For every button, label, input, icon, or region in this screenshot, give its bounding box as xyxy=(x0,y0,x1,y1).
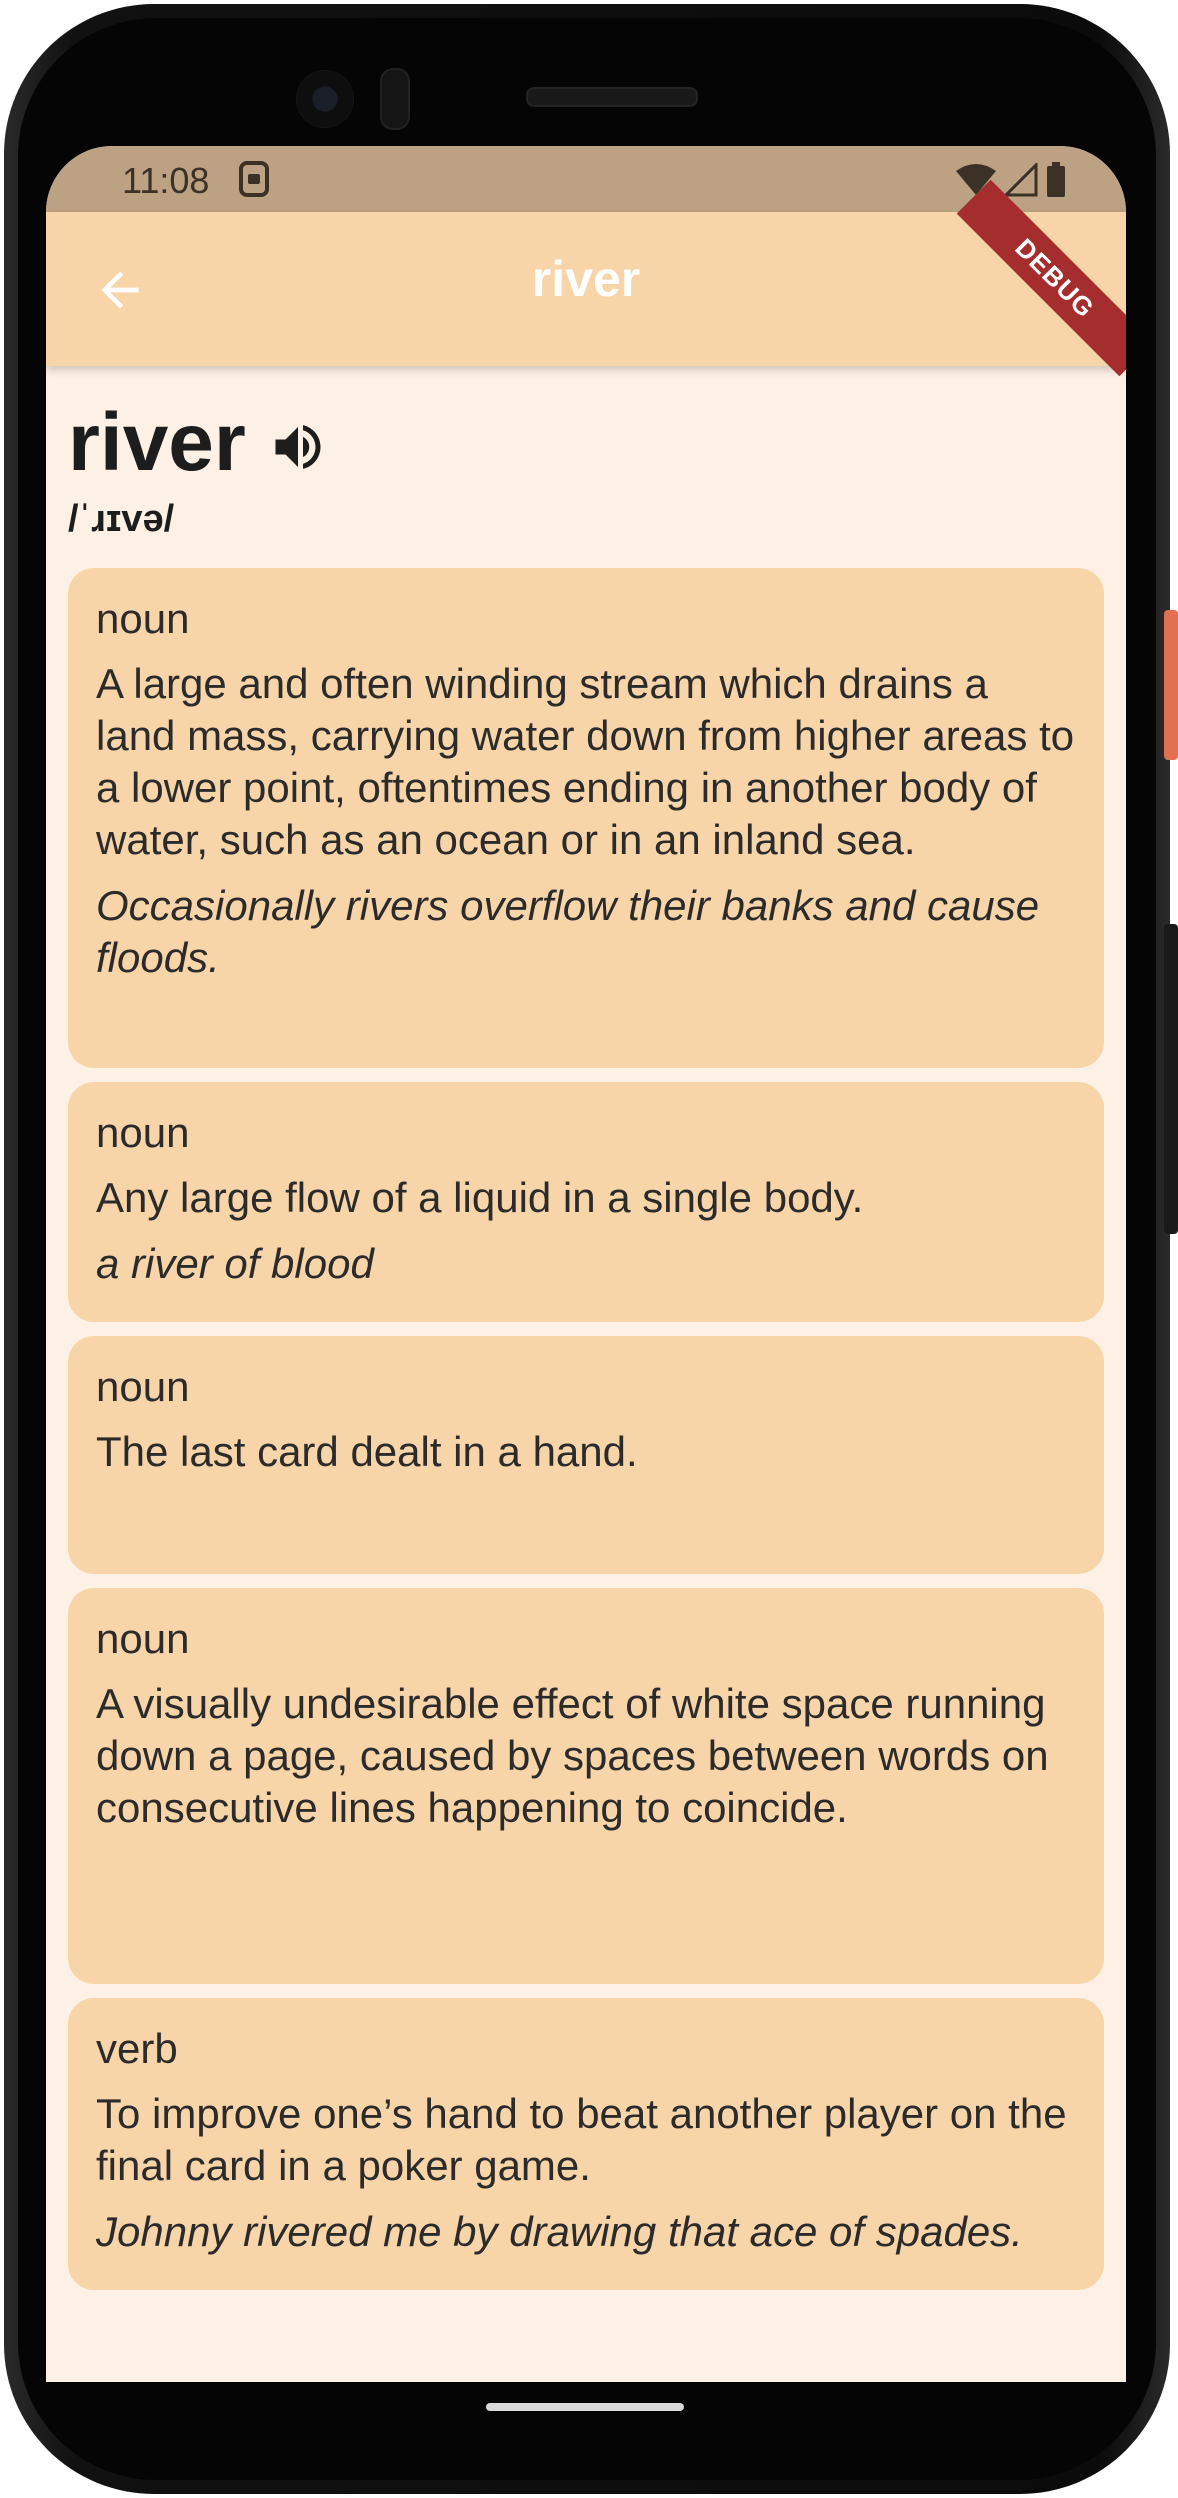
status-icons xyxy=(956,162,1066,198)
example-text: Occasionally rivers overflow their banks… xyxy=(96,882,1040,981)
app-bar: river DEBUG xyxy=(46,179,1126,377)
definition-text: A large and often winding stream which d… xyxy=(96,660,1075,863)
part-of-speech: verb xyxy=(96,2025,178,2072)
power-button xyxy=(1164,610,1178,760)
part-of-speech: noun xyxy=(96,1615,190,1662)
phonetic-text: /ˈɹɪvə/ xyxy=(68,498,175,540)
page-title: river xyxy=(531,251,641,307)
definition-text: A visually undesirable effect of white s… xyxy=(96,1680,1049,1831)
meaning-card: noun A large and often winding stream wh… xyxy=(68,568,1104,1068)
word-header: river xyxy=(68,396,328,490)
example-text: a river of blood xyxy=(96,1240,374,1287)
definition-text: Any large flow of a liquid in a single b… xyxy=(96,1174,864,1221)
earpiece-speaker xyxy=(526,87,698,107)
proximity-sensor xyxy=(380,68,410,130)
part-of-speech: noun xyxy=(96,595,190,642)
definition-text: The last card dealt in a hand. xyxy=(96,1428,638,1475)
part-of-speech: noun xyxy=(96,1363,190,1410)
status-time: 11:08 xyxy=(122,160,210,201)
definition-text: To improve one’s hand to beat another pl… xyxy=(96,2090,1067,2189)
meaning-card: noun The last card dealt in a hand. xyxy=(68,1336,1104,1574)
headword: river xyxy=(68,397,246,488)
volume-button xyxy=(1164,924,1178,1234)
meaning-card: noun A visually undesirable effect of wh… xyxy=(68,1588,1104,1984)
front-camera xyxy=(296,70,354,128)
volume-up-icon[interactable] xyxy=(268,417,328,477)
meaning-card: noun Any large flow of a liquid in a sin… xyxy=(68,1082,1104,1322)
status-bar: 11:08 xyxy=(46,146,1126,212)
battery-icon xyxy=(1047,162,1065,197)
sim-icon xyxy=(239,161,269,197)
example-text: Johnny rivered me by drawing that ace of… xyxy=(96,2208,1023,2255)
home-indicator[interactable] xyxy=(486,2403,684,2411)
arrow-back-icon[interactable] xyxy=(92,262,148,318)
part-of-speech: noun xyxy=(96,1109,190,1156)
signal-icon xyxy=(1004,163,1038,197)
meaning-card: verb To improve one’s hand to beat anoth… xyxy=(68,1998,1104,2290)
wifi-icon xyxy=(956,164,996,195)
screen: 11:08 river DEBUG river xyxy=(46,146,1126,2382)
